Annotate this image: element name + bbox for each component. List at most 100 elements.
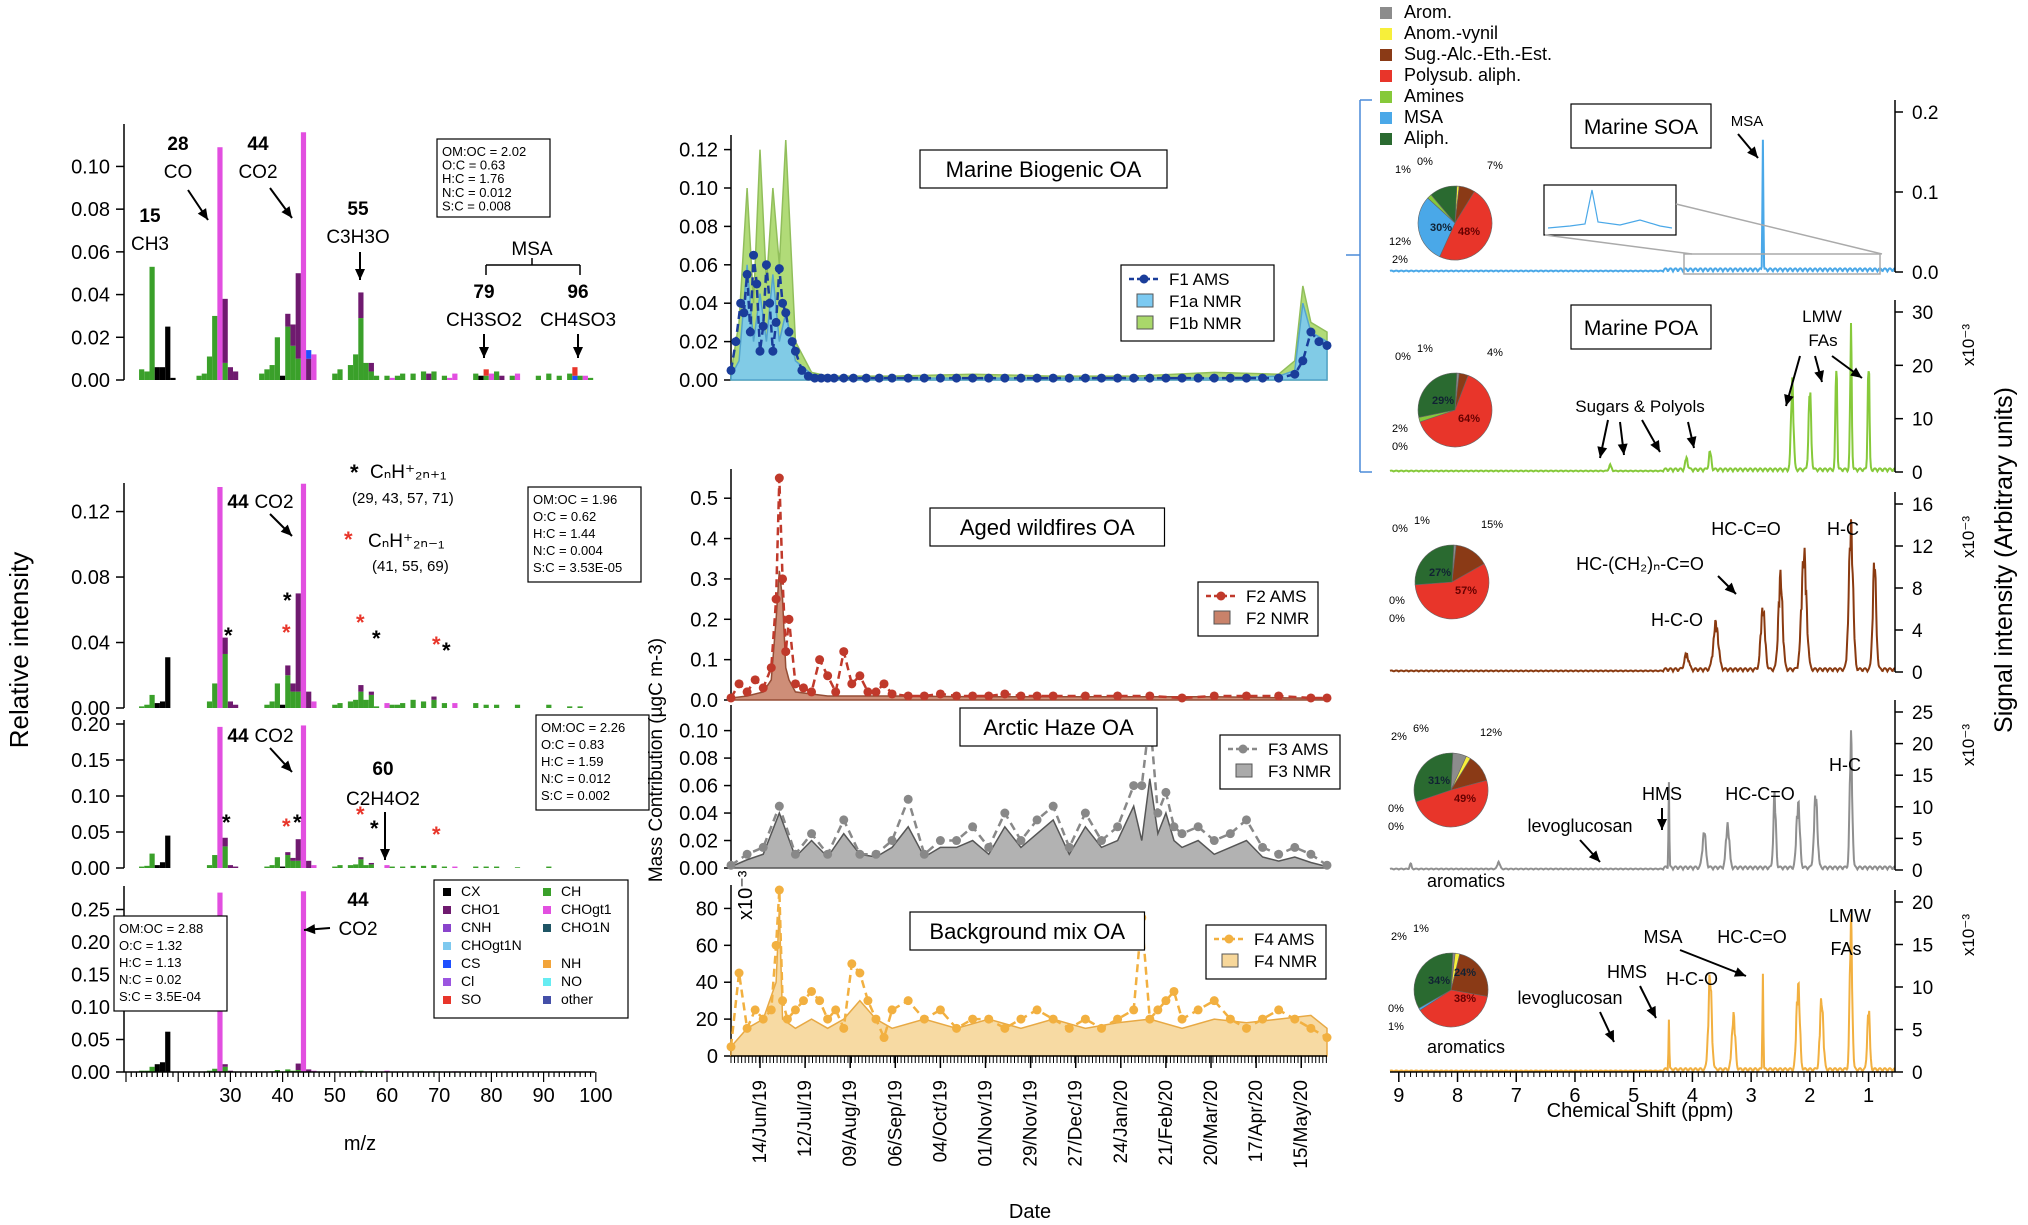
peak-star: * xyxy=(432,632,441,657)
date-label: 15/May/20 xyxy=(1291,1080,1312,1169)
bar-CH-mz41 xyxy=(285,855,291,868)
bar-CHOgt1-mz28 xyxy=(217,726,223,868)
data-point xyxy=(781,647,791,657)
data-point xyxy=(1064,842,1074,852)
bar-CH-mz15 xyxy=(149,694,155,708)
data-point xyxy=(1048,801,1058,811)
legend-label-NO: NO xyxy=(561,973,582,989)
bar-CH-mz77 xyxy=(473,866,479,868)
date-label: 29/Nov/19 xyxy=(1021,1080,1042,1167)
legend-label: F1a NMR xyxy=(1169,292,1242,311)
data-point xyxy=(810,373,820,383)
panel-title: Background mix OA xyxy=(929,919,1125,944)
bar-CH-mz26 xyxy=(206,356,213,380)
bar-CH-mz63 xyxy=(400,866,406,868)
peak-star: * xyxy=(372,626,381,651)
x-tick-label: 2 xyxy=(1804,1085,1815,1107)
annotation-arrow xyxy=(1679,949,1747,977)
peak-formula: C3H3O xyxy=(326,227,389,248)
ratio-text: H:C = 1.59 xyxy=(541,754,604,769)
bar-CHO1-mz42 xyxy=(290,857,296,861)
pie-label-Aliph: 12% xyxy=(1389,236,1411,248)
y-tick-label: 0.1 xyxy=(1912,183,1938,204)
data-point xyxy=(761,260,771,270)
peak-star: * xyxy=(282,814,291,839)
bar-CH-mz42 xyxy=(290,345,296,380)
bar-CH-mz79 xyxy=(483,866,489,868)
peak-formula: CH3 xyxy=(131,234,169,255)
data-point xyxy=(1241,373,1251,383)
arrow-head xyxy=(1747,146,1758,158)
pie-label-Arom: 1% xyxy=(1413,923,1429,935)
bar-CH-mz50 xyxy=(332,866,338,868)
pie-slice-Aliph xyxy=(1413,952,1454,1009)
bar-CH-mz97 xyxy=(577,375,583,380)
bar-CH-mz39 xyxy=(274,857,280,868)
arrow-head xyxy=(280,760,292,772)
y-tick-label: 0.05 xyxy=(71,1030,110,1052)
pie-slice-Poly xyxy=(1419,375,1493,448)
data-point xyxy=(778,574,788,584)
ratios-box xyxy=(535,714,650,811)
nmr-spectrum xyxy=(1389,914,1896,1074)
data-point xyxy=(1169,986,1179,996)
legend-swatch-CHO1 xyxy=(443,906,451,914)
peak-annotation: HMS xyxy=(1642,784,1682,804)
y-tick-label: 0.15 xyxy=(71,750,110,772)
peak-number: 79 xyxy=(473,282,494,303)
nmr-title-box xyxy=(1570,103,1712,149)
bar-CH-mz54 xyxy=(353,354,359,380)
bar-CH-mz77 xyxy=(473,703,479,708)
bar-CH-mz53 xyxy=(347,701,354,708)
data-point xyxy=(734,968,744,978)
data-point xyxy=(807,986,817,996)
data-point xyxy=(807,829,817,839)
ratio-text: S:C = 0.008 xyxy=(442,198,511,213)
y-tick-label: 12 xyxy=(1912,537,1933,558)
x-tick-label: 100 xyxy=(579,1085,612,1107)
y-axis-title: Mass Contribution (µgC m-3) xyxy=(646,638,667,882)
legend-marker xyxy=(1224,934,1234,944)
peak-annotation: LMW xyxy=(1829,906,1871,926)
bar-CH-mz63 xyxy=(400,373,406,380)
y-tick-label: 0.08 xyxy=(71,199,110,221)
data-point xyxy=(1129,373,1139,383)
bar-CHO1-mz31 xyxy=(233,704,239,708)
x-tick-label: 80 xyxy=(480,1085,502,1107)
bar-CH-mz95 xyxy=(567,706,573,708)
pie-slice-Poly xyxy=(1415,779,1489,828)
bar-CH-mz55 xyxy=(358,691,364,708)
y-tick-label: 0.1 xyxy=(690,650,718,672)
data-point xyxy=(807,687,817,697)
peak-number: 44 xyxy=(227,492,249,513)
legend-label-CS: CS xyxy=(461,955,480,971)
y-tick-label: 5 xyxy=(1912,829,1923,850)
pie-label-Anom: 0% xyxy=(1392,523,1408,535)
bar-CH-mz79 xyxy=(483,704,489,708)
nmr-spectrum xyxy=(1389,730,1896,872)
data-point xyxy=(784,327,794,337)
data-point xyxy=(919,691,929,701)
date-label: 21/Feb/20 xyxy=(1156,1080,1177,1166)
data-point xyxy=(742,269,752,279)
data-point xyxy=(1145,1014,1155,1024)
x-tick-label: 9 xyxy=(1393,1085,1404,1107)
legend-swatch-CNH xyxy=(443,924,451,932)
y-tick-label: 0 xyxy=(1912,663,1923,684)
peak-star: * xyxy=(293,810,302,835)
pie-legend-swatch-Anom xyxy=(1380,28,1392,40)
data-point xyxy=(887,1005,897,1015)
bar-CH-mz55 xyxy=(358,859,364,868)
bar-CX-mz40 xyxy=(280,704,286,708)
data-point xyxy=(1258,1014,1268,1024)
y-tick-label: 0.2 xyxy=(690,609,718,631)
y-tick-label: 0.00 xyxy=(71,698,110,720)
data-point xyxy=(874,373,884,383)
data-point xyxy=(1258,842,1268,852)
ratio-text: N:C = 0.012 xyxy=(541,771,611,786)
y-exponent: x10⁻³ xyxy=(1959,324,1978,366)
x-tick-label: 70 xyxy=(428,1085,450,1107)
bar-CX-mz17 xyxy=(159,367,166,380)
data-point xyxy=(935,689,945,699)
y-tick-label: 20 xyxy=(1912,356,1933,377)
